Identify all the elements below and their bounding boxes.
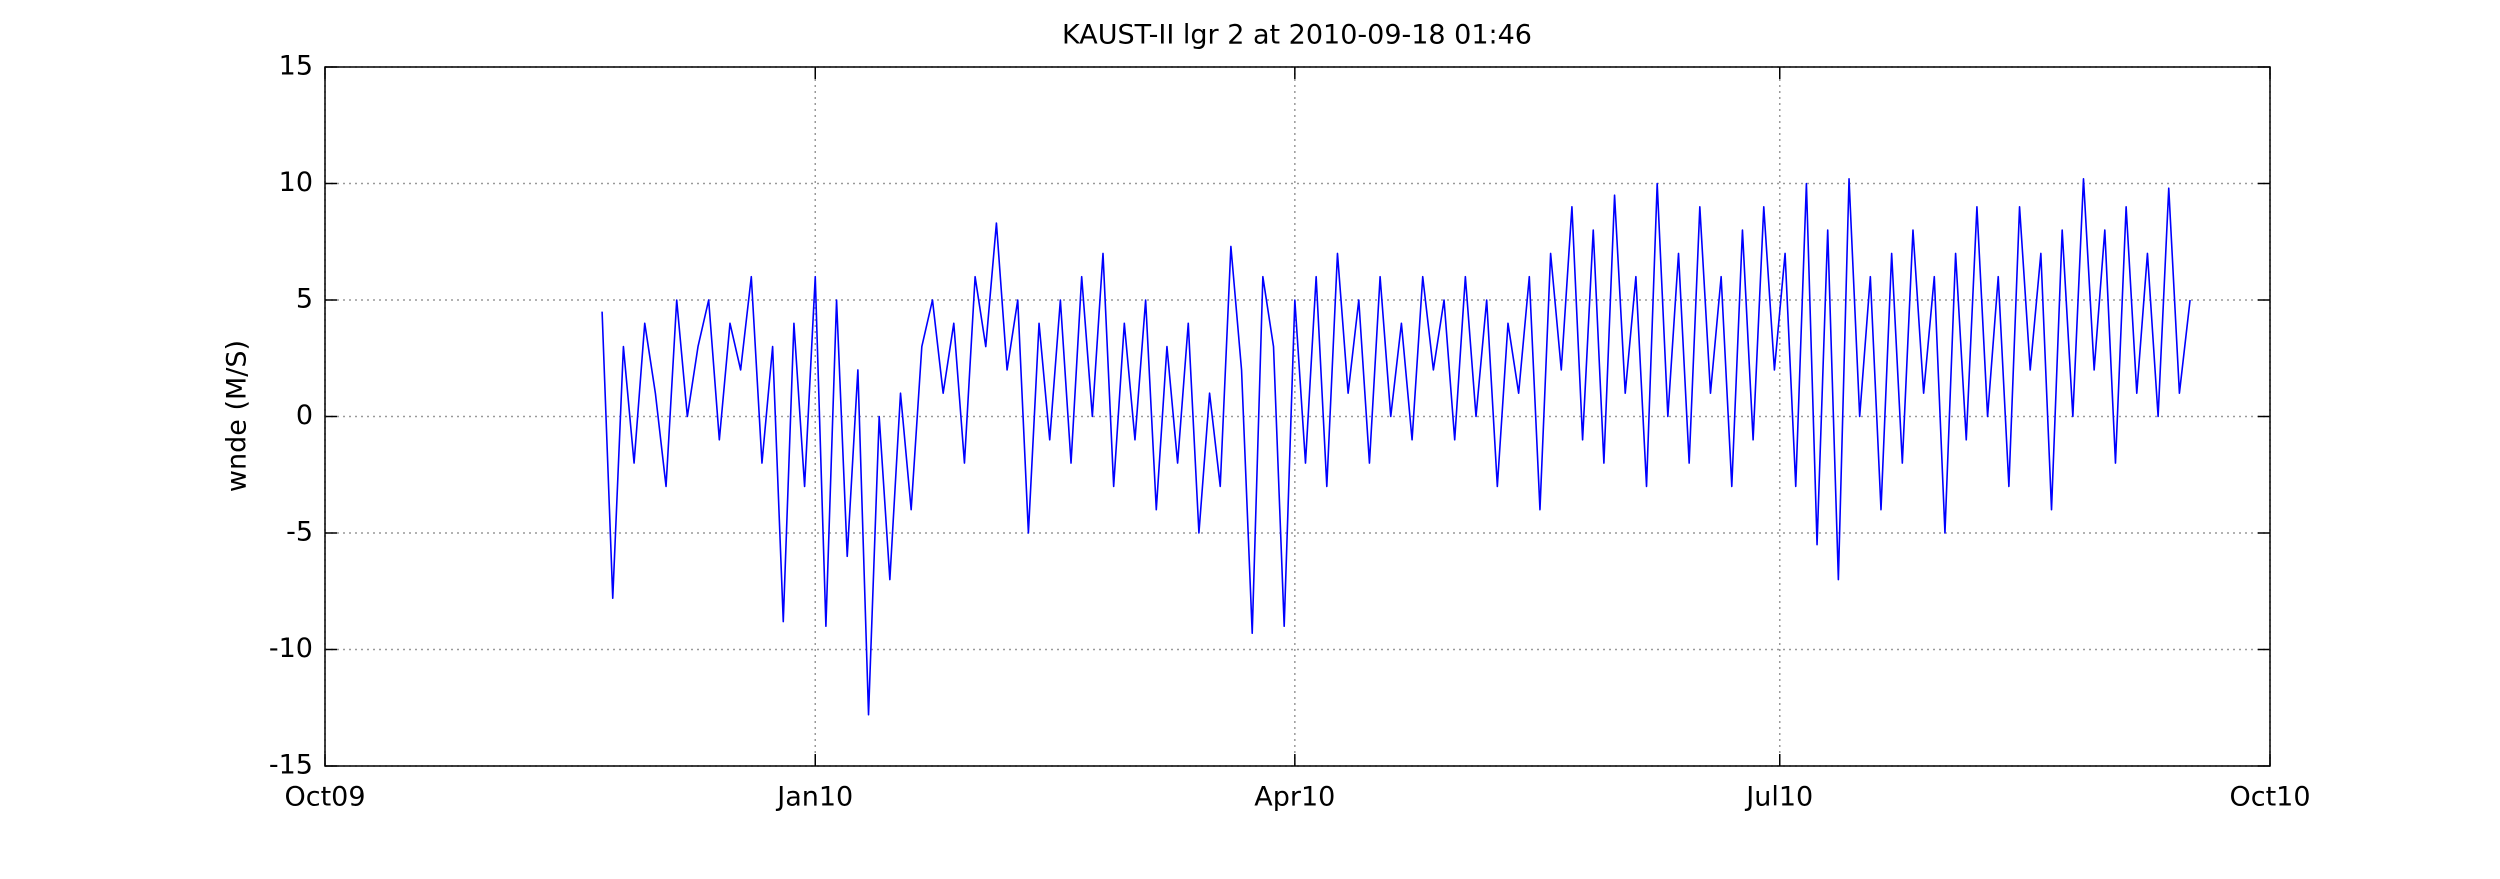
- y-tick-label: -10: [269, 633, 313, 664]
- y-tick-label: 15: [279, 51, 313, 82]
- x-tick-label: Apr10: [1254, 782, 1335, 813]
- x-tick-label: Jan10: [775, 782, 853, 813]
- x-tick-label: Jul10: [1744, 782, 1813, 813]
- x-tick-label: Oct10: [2229, 782, 2310, 813]
- y-axis-label: wnde (M/S): [222, 340, 253, 492]
- y-tick-label: 5: [296, 284, 313, 315]
- data-line: [601, 178, 2191, 716]
- x-tick-label: Oct09: [284, 782, 365, 813]
- y-tick-label: 0: [296, 400, 313, 431]
- plot-frame: [324, 66, 2271, 767]
- y-tick-label: -5: [286, 517, 313, 548]
- y-tick-label: -15: [269, 750, 313, 781]
- chart-title: KAUST-II lgr 2 at 2010-09-18 01:46: [1062, 20, 1532, 51]
- y-tick-label: 10: [279, 167, 313, 198]
